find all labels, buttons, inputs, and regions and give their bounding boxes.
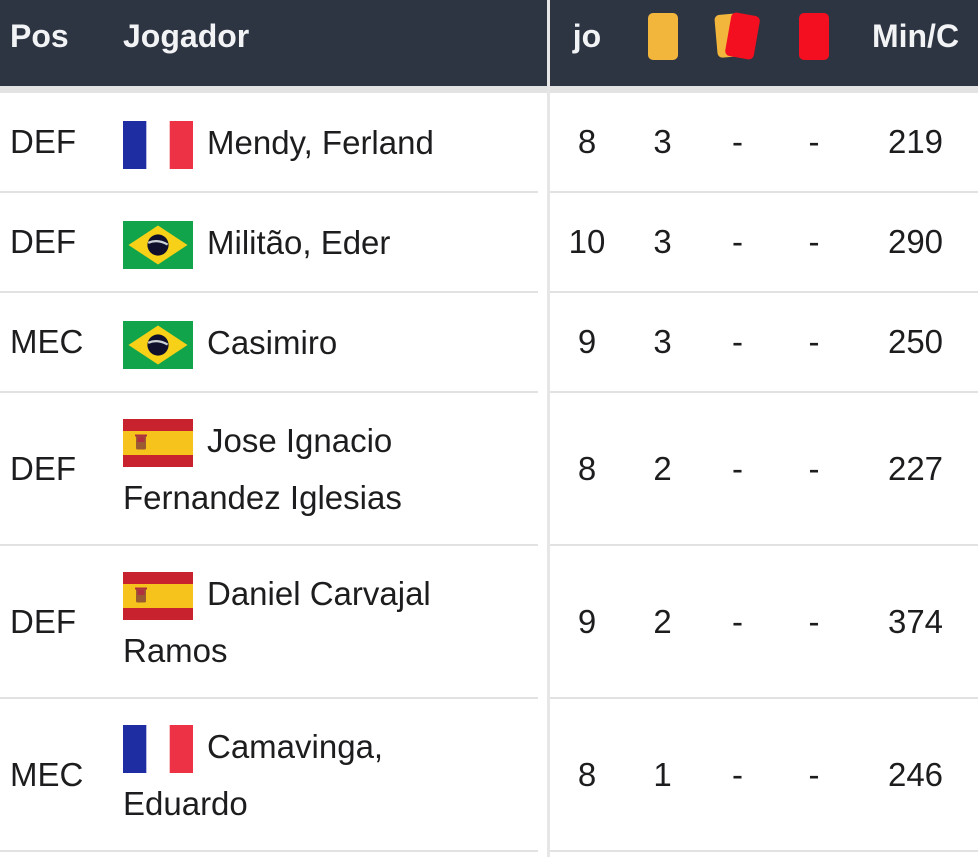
yellow-red-cards-cell: - bbox=[732, 602, 743, 640]
header-left-group: Pos Jogador bbox=[0, 18, 549, 55]
player-name-cell[interactable]: Daniel Carvajal Ramos bbox=[123, 565, 523, 679]
flag-brazil-icon bbox=[123, 220, 193, 269]
table-row[interactable]: DEF Daniel Carvajal Ramos 9 2 - - 374 bbox=[0, 546, 978, 699]
yellow-red-cards-cell: - bbox=[732, 223, 743, 260]
player-name: Jose Ignacio bbox=[207, 421, 393, 459]
games-played-cell: 9 bbox=[577, 323, 597, 360]
row-left-group: DEF Daniel Carvajal Ramos bbox=[0, 546, 549, 699]
red-cards-cell: - bbox=[808, 449, 820, 487]
player-name: Casimiro bbox=[207, 323, 338, 361]
player-name: Mendy, Ferland bbox=[207, 123, 434, 161]
row-stats-cells: 9 3 - - 250 bbox=[549, 293, 978, 393]
row-left-cells: MEC Casimiro bbox=[0, 293, 538, 393]
position-cell: DEF bbox=[10, 123, 76, 160]
header-pos: Pos bbox=[10, 17, 69, 54]
header-games-played: jo bbox=[572, 17, 602, 54]
row-left-cells: DEF Jose Ignacio Fernandez Iglesias bbox=[0, 393, 538, 546]
min-per-card-cell: 219 bbox=[887, 123, 944, 160]
yellow-card-icon bbox=[647, 12, 678, 60]
row-stats-cells: 8 2 - - 227 bbox=[549, 393, 978, 546]
player-name: Daniel Carvajal bbox=[207, 574, 431, 612]
red-cards-cell: - bbox=[808, 223, 820, 260]
min-per-card-cell: 246 bbox=[887, 755, 944, 793]
table-row[interactable]: DEF Mendy, Ferland 8 3 - - 219 bbox=[0, 93, 978, 193]
player-name: Militão, Eder bbox=[207, 223, 391, 261]
table-header: Pos Jogador jo Min/C bbox=[0, 0, 978, 86]
flag-spain-icon bbox=[123, 571, 193, 620]
row-stats-cells: 8 3 - - 219 bbox=[549, 93, 978, 193]
row-left-group: MEC Casimiro bbox=[0, 293, 549, 393]
yellow-cards-cell: 1 bbox=[653, 755, 672, 793]
table-row[interactable]: MEC Casimiro 9 3 - - 250 bbox=[0, 293, 978, 393]
position-cell: DEF bbox=[10, 602, 76, 640]
yellow-cards-cell: 3 bbox=[653, 223, 672, 260]
yellow-cards-cell: 2 bbox=[653, 602, 672, 640]
header-yellow-cards bbox=[625, 12, 700, 60]
yellow-cards-cell: 3 bbox=[653, 323, 672, 360]
column-separator bbox=[547, 0, 550, 857]
min-per-card-cell: 227 bbox=[887, 449, 944, 487]
table-row[interactable]: DEF Militão, Eder 10 3 - - 290 bbox=[0, 193, 978, 293]
flag-france-icon bbox=[123, 120, 193, 169]
min-per-card-cell: 250 bbox=[887, 323, 944, 360]
table-row[interactable]: DEF Jose Ignacio Fernandez Iglesias 8 2 - - 22… bbox=[0, 393, 978, 546]
header-red-cards bbox=[775, 12, 853, 60]
row-stats-cells: 9 2 - - 374 bbox=[549, 546, 978, 699]
games-played-cell: 10 bbox=[568, 223, 606, 260]
yellow-red-cards-cell: - bbox=[732, 755, 743, 793]
header-right-group: jo Min/C bbox=[549, 11, 978, 61]
table-body: DEF Mendy, Ferland 8 3- -219 DEF Militão, Ed… bbox=[0, 93, 978, 852]
row-left-cells: MEC Camavinga, Eduardo bbox=[0, 699, 538, 852]
player-name-cell[interactable]: Militão, Eder bbox=[123, 214, 523, 271]
row-stats-cells: 8 1 - - 246 bbox=[549, 699, 978, 852]
row-left-group: MEC Camavinga, Eduardo bbox=[0, 699, 549, 852]
header-player: Jogador bbox=[123, 17, 250, 54]
red-cards-cell: - bbox=[808, 123, 820, 160]
yellow-cards-cell: 2 bbox=[653, 449, 672, 487]
flag-spain-icon bbox=[123, 418, 193, 467]
games-played-cell: 8 bbox=[577, 449, 597, 487]
red-cards-cell: - bbox=[808, 755, 820, 793]
games-played-cell: 8 bbox=[577, 755, 597, 793]
player-name-cell[interactable]: Mendy, Ferland bbox=[123, 114, 523, 171]
table-row[interactable]: MEC Camavinga, Eduardo 8 1 - - 246 bbox=[0, 699, 978, 852]
row-left-cells: DEF Militão, Eder bbox=[0, 193, 538, 293]
player-name: Ramos bbox=[123, 631, 228, 669]
player-name: Eduardo bbox=[123, 784, 248, 822]
position-cell: DEF bbox=[10, 223, 76, 260]
player-name-cell[interactable]: Casimiro bbox=[123, 314, 523, 371]
yellow-red-cards-cell: - bbox=[732, 323, 743, 360]
player-name-cell[interactable]: Camavinga, Eduardo bbox=[123, 718, 523, 832]
row-left-cells: DEF Mendy, Ferland bbox=[0, 93, 538, 193]
yellow-red-cards-cell: - bbox=[732, 449, 743, 487]
header-min-per-card: Min/C bbox=[871, 17, 960, 54]
player-name: Camavinga, bbox=[207, 727, 384, 765]
header-yellow-red-cards bbox=[700, 11, 775, 61]
header-divider bbox=[0, 86, 978, 93]
position-cell: DEF bbox=[10, 449, 76, 487]
min-per-card-cell: 374 bbox=[887, 602, 944, 640]
red-card-icon bbox=[799, 12, 829, 60]
player-name-cell[interactable]: Jose Ignacio Fernandez Iglesias bbox=[123, 412, 523, 526]
yellow-red-cards-cell: - bbox=[732, 123, 743, 160]
row-left-group: DEF Militão, Eder bbox=[0, 193, 549, 293]
position-cell: MEC bbox=[10, 755, 84, 793]
position-cell: MEC bbox=[10, 323, 84, 360]
red-cards-cell: - bbox=[808, 323, 820, 360]
min-per-card-cell: 290 bbox=[887, 223, 944, 260]
row-left-group: DEF Jose Ignacio Fernandez Iglesias bbox=[0, 393, 549, 546]
games-played-cell: 8 bbox=[577, 123, 597, 160]
games-played-cell: 9 bbox=[577, 602, 597, 640]
row-left-group: DEF Mendy, Ferland bbox=[0, 93, 549, 193]
yellow-red-card-icon bbox=[713, 11, 761, 61]
flag-brazil-icon bbox=[123, 320, 193, 369]
row-stats-cells: 10 3 - - 290 bbox=[549, 193, 978, 293]
flag-france-icon bbox=[123, 724, 193, 773]
red-cards-cell: - bbox=[808, 602, 820, 640]
yellow-cards-cell: 3 bbox=[653, 123, 672, 160]
player-name: Fernandez Iglesias bbox=[123, 478, 402, 516]
row-left-cells: DEF Daniel Carvajal Ramos bbox=[0, 546, 538, 699]
